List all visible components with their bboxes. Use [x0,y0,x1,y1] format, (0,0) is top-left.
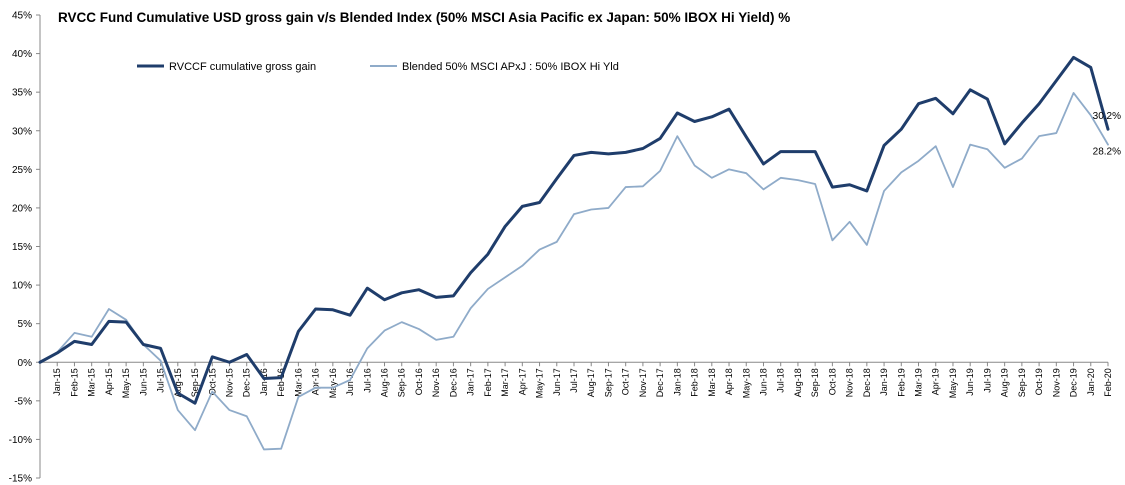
y-tick-label: -15% [9,474,32,485]
x-axis: Jan-15 Feb-15 Mar-15 Apr-15 May-15 Jun-15 Jul-… [39,361,1113,398]
x-tick-label: Dec-18 [862,368,872,397]
x-tick-label: May-19 [948,368,958,398]
x-tick-label: Feb-15 [69,368,79,397]
x-tick-label: Jan-17 [466,368,476,396]
x-tick-label: Jan-18 [672,368,682,396]
x-tick-label: Oct-16 [414,368,424,395]
x-tick-label: Mar-16 [293,368,303,397]
series-line-fund [38,55,1110,405]
series-layer [38,55,1110,451]
x-tick-label: Mar-18 [707,368,717,397]
x-tick-label: May-15 [121,368,131,398]
x-tick-label: May-17 [535,368,545,398]
x-tick-label: Feb-19 [896,368,906,397]
x-tick-label: Aug-16 [380,368,390,397]
y-tick-label: 15% [12,242,32,253]
x-tick-label: Mar-19 [914,368,924,397]
end-label-index: 28.2% [1093,147,1121,158]
y-tick-label: 35% [12,88,32,99]
x-tick-label: Sep-17 [603,368,613,397]
x-tick-label: Jan-19 [879,368,889,396]
x-tick-label: Jun-16 [345,368,355,396]
y-tick-label: 45% [12,11,32,22]
series-line-index [39,92,1109,451]
y-tick-label: 40% [12,49,32,60]
x-tick-label: Jul-15 [156,368,166,393]
chart-title: RVCC Fund Cumulative USD gross gain v/s … [58,10,790,25]
x-tick-label: Jul-19 [982,368,992,393]
x-tick-label: Nov-19 [1051,368,1061,397]
y-tick-label: -5% [14,396,32,407]
y-tick-label: 5% [18,319,33,330]
x-tick-label: Dec-15 [242,368,252,397]
x-tick-label: Jan-15 [52,368,62,396]
x-tick-label: Jul-16 [362,368,372,393]
x-tick-label: Nov-18 [845,368,855,397]
x-tick-label: Mar-15 [87,368,97,397]
x-tick-label: Oct-18 [827,368,837,395]
y-tick-label: -10% [9,435,32,446]
x-tick-label: Jun-19 [965,368,975,396]
x-tick-label: Apr-18 [724,368,734,395]
x-tick-label: Apr-16 [311,368,321,395]
y-tick-label: 0% [18,358,33,369]
x-tick-label: Jun-18 [758,368,768,396]
x-tick-label: Apr-15 [104,368,114,395]
x-tick-label: Sep-19 [1017,368,1027,397]
x-tick-label: Aug-15 [173,368,183,397]
y-tick-label: 10% [12,281,32,292]
x-tick-label: Nov-15 [224,368,234,397]
x-tick-label: Oct-19 [1034,368,1044,395]
x-tick-label: Nov-17 [638,368,648,397]
x-tick-label: Apr-19 [931,368,941,395]
y-tick-label: 25% [12,165,32,176]
x-tick-label: May-18 [741,368,751,398]
end-label-fund: 30.2% [1093,111,1121,122]
legend: RVCCF cumulative gross gain Blended 50% … [137,61,619,73]
x-tick-label: Sep-15 [190,368,200,397]
x-tick-label: Sep-16 [397,368,407,397]
end-labels: 30.2% 28.2% [1093,111,1121,157]
y-axis: -15% -10% -5% 0% 5% 10% 15% 20% 25% 30% 35% 40% 45% [9,11,41,485]
x-tick-label: Sep-18 [810,368,820,397]
x-tick-label: Feb-18 [690,368,700,397]
x-tick-label: Jul-17 [569,368,579,393]
x-tick-label: Oct-17 [621,368,631,395]
x-tick-label: Nov-16 [431,368,441,397]
y-tick-label: 20% [12,203,32,214]
x-tick-label: Aug-17 [586,368,596,397]
legend-label-fund: RVCCF cumulative gross gain [169,61,316,73]
x-tick-label: Jun-15 [138,368,148,396]
x-tick-label: Feb-17 [483,368,493,397]
y-tick-label: 30% [12,126,32,137]
x-tick-label: Aug-19 [1000,368,1010,397]
x-tick-label: Feb-16 [276,368,286,397]
x-tick-label: Dec-19 [1069,368,1079,397]
x-tick-label: Aug-18 [793,368,803,397]
x-tick-label: Jan-20 [1086,368,1096,396]
x-tick-label: May-16 [328,368,338,398]
x-tick-label: Oct-15 [207,368,217,395]
x-tick-label: Dec-17 [655,368,665,397]
x-tick-label: Apr-17 [517,368,527,395]
legend-label-index: Blended 50% MSCI APxJ : 50% IBOX Hi Yld [402,61,619,73]
x-tick-label: Jul-18 [776,368,786,393]
x-tick-label: Mar-17 [500,368,510,397]
x-tick-label: Jan-16 [259,368,269,396]
x-tick-label: Dec-16 [448,368,458,397]
x-tick-label: Jun-17 [552,368,562,396]
x-tick-label: Feb-20 [1103,368,1113,397]
